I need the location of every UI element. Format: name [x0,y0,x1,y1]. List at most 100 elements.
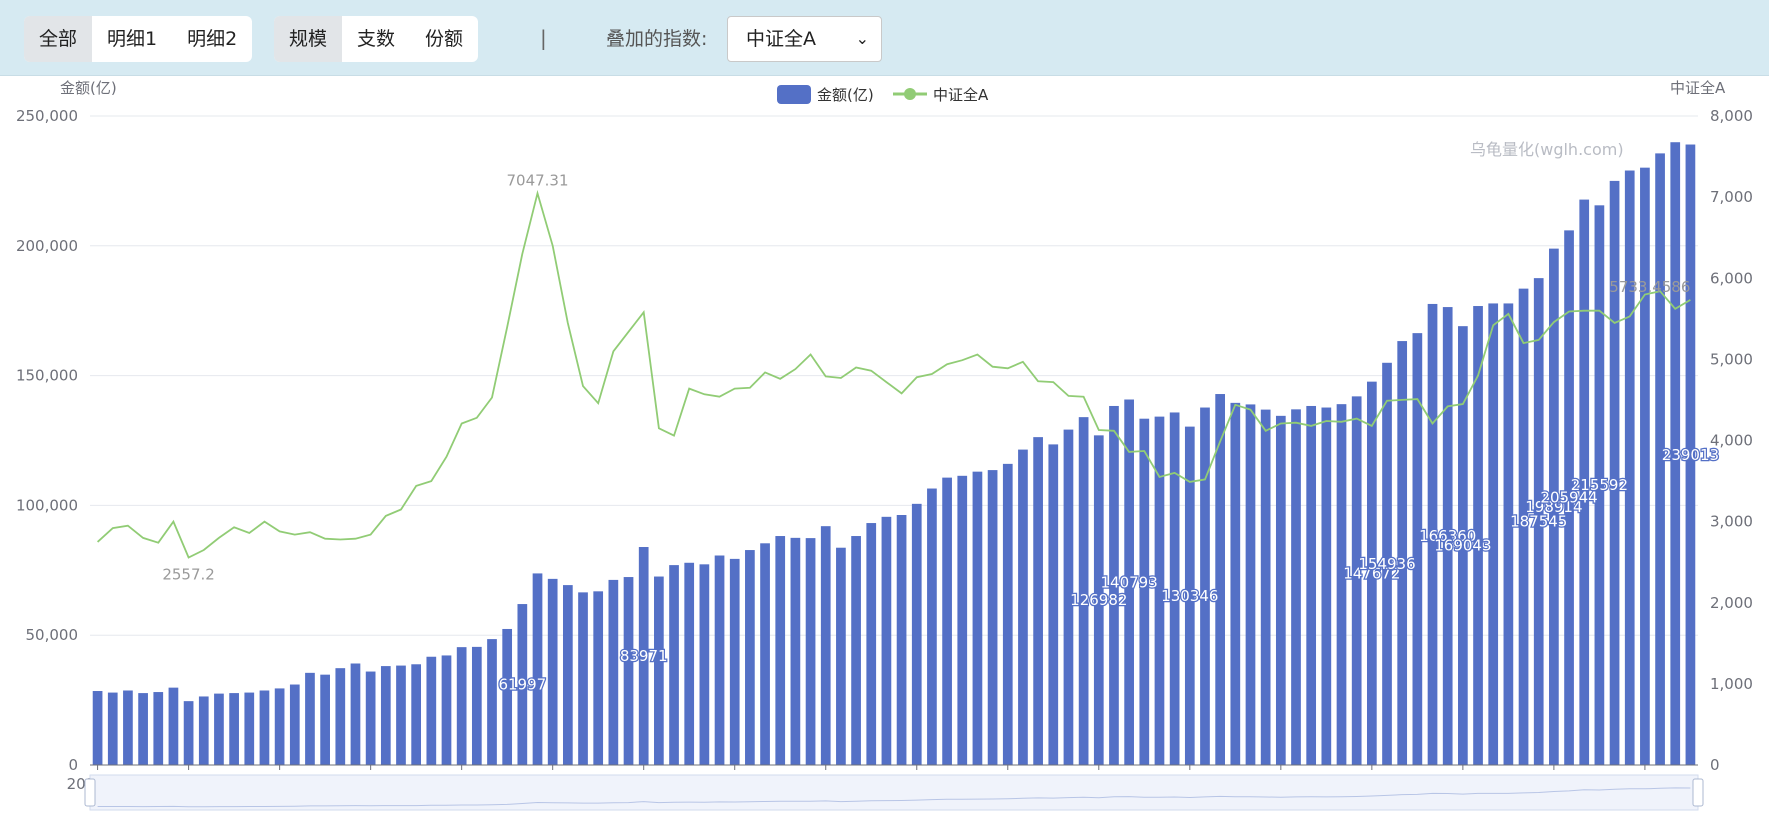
datazoom-handle-right [1692,778,1704,807]
bar [517,604,528,765]
index-line [96,189,1691,559]
metric-count-button[interactable]: 支数 [357,28,396,50]
bar [1078,417,1089,765]
right-axis-tick: 2,000 [1710,594,1753,612]
bar [593,591,604,765]
view-all-button[interactable]: 全部 [24,16,93,62]
bar [441,655,452,765]
view-detail2-button[interactable]: 明细2 [187,28,238,50]
bar [1306,405,1317,765]
bar [684,562,695,765]
toolbar-divider: | [540,26,547,50]
bar [274,688,285,765]
bar [502,628,513,765]
right-axis-tick: 8,000 [1710,107,1753,125]
bar [1230,402,1241,765]
left-axis-tick: 150,000 [16,367,78,385]
left-axis-tick: 200,000 [16,237,78,255]
bar-value-label: 239013 [1662,446,1719,464]
index-select[interactable]: 中证全A ⌄ [727,16,882,62]
bar [851,536,861,765]
bar [608,579,619,765]
bar [1624,170,1635,765]
right-axis-tick: 7,000 [1710,188,1753,206]
bar [745,550,755,765]
datazoom-preview [97,787,1691,808]
right-axis-tick: 1,000 [1710,675,1753,693]
right-axis-tick: 6,000 [1710,269,1753,287]
metric-segment: 规模 支数 份额 [274,16,479,62]
left-axis-tick: 50,000 [26,626,79,644]
bar [1336,404,1347,765]
bar [229,693,239,765]
bar [1458,326,1468,765]
bar [1382,362,1392,765]
bar [183,701,194,765]
bar-value-label: 83971 [620,647,668,665]
bar [259,690,270,765]
bar [153,692,164,765]
bar [836,547,846,765]
chart: 0 50,000 100,000 150,000 200,000 250,000 0 1,00… [16,79,1753,811]
bar [866,523,877,765]
bar [1154,416,1165,765]
bar [107,692,118,765]
bar [471,646,482,765]
bar [729,558,740,765]
bar [1670,142,1681,765]
bar [1169,412,1180,765]
bar [714,555,725,765]
bar-value-label: 215592 [1571,476,1628,494]
index-select-value: 中证全A [746,28,816,50]
bar [198,696,209,765]
left-axis-tick: 100,000 [16,496,78,514]
bar [426,656,437,765]
bar [896,515,907,765]
bar [1048,444,1059,765]
toolbar: 全部 明细1 明细2 规模 支数 份额 | 叠加的指数: 中证全A ⌄ [0,0,1769,76]
bar [1291,409,1301,765]
bar [654,576,664,765]
bar [365,671,376,765]
bar [320,674,330,765]
bar [1275,415,1286,765]
bar [1109,405,1119,765]
bar [927,488,937,765]
watermark: 乌龟量化(wglh.com) [1470,140,1624,159]
legend-label-amount: 金额(亿) [817,86,874,104]
bar [1412,333,1423,765]
bar [562,585,573,765]
bar [1063,429,1074,765]
right-axis-tick: 0 [1710,756,1720,774]
bar [1351,396,1362,765]
right-axis-tick: 3,000 [1710,513,1753,531]
bar [1321,407,1332,765]
bar [1139,418,1150,765]
bar [123,690,133,765]
bar [1124,399,1134,765]
left-axis-title: 金额(亿) [60,79,117,97]
bar-value-label: 130346 [1161,587,1218,605]
index-select-label: 叠加的指数: [606,28,708,50]
datazoom-track [89,774,1699,811]
bar [1655,153,1665,766]
bar [335,668,346,765]
view-mode-segment: 全部 明细1 明细2 [24,16,253,62]
bar [942,477,952,765]
bar [1488,303,1499,765]
bar [972,471,983,765]
bar [411,664,422,765]
bar [1564,230,1574,765]
chevron-down-icon: ⌄ [855,29,869,48]
metric-scale-button[interactable]: 规模 [274,16,343,62]
metric-shares-button[interactable]: 份额 [425,28,464,50]
index-value-label: 2557.2 [162,566,215,584]
legend-label-index: 中证全A [933,86,989,104]
bar [1215,394,1226,765]
bar [138,693,148,765]
bar [396,665,406,765]
view-detail1-button[interactable]: 明细1 [107,28,158,50]
bar [1640,167,1650,765]
datazoom-handle-left [84,778,96,807]
bar [1442,307,1453,765]
